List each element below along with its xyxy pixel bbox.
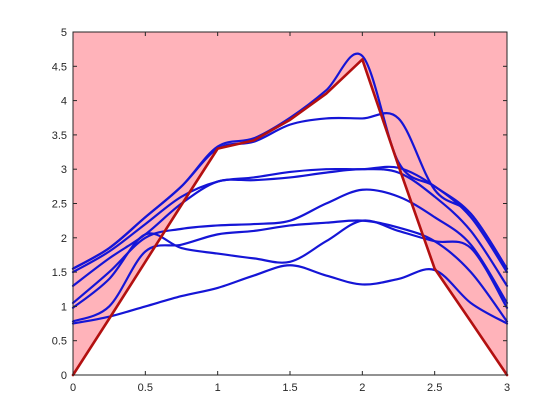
boundary-line bbox=[71, 58, 509, 377]
y-tick-label: 2.5 bbox=[52, 199, 67, 211]
y-tick-label: 1.5 bbox=[52, 267, 67, 279]
axes: 0 0.5 1 1.5 2 2.5 3 0 0.5 1 1.5 2 2.5 3 3.5 4 4.5 5 bbox=[52, 27, 510, 394]
x-tick-label: 1 bbox=[215, 382, 221, 394]
x-tick-label: 0.5 bbox=[138, 382, 153, 394]
x-tick-label: 2 bbox=[359, 382, 365, 394]
x-tick-label: 3 bbox=[504, 382, 510, 394]
y-tick-label: 3 bbox=[61, 164, 67, 176]
y-tick-label: 3.5 bbox=[52, 130, 67, 142]
y-tick-label: 0.5 bbox=[52, 336, 67, 348]
x-tick-label: 2.5 bbox=[427, 382, 442, 394]
y-tick-label: 0 bbox=[61, 370, 67, 382]
series-line-8 bbox=[71, 52, 509, 270]
plot-area bbox=[71, 32, 509, 377]
y-tick-label: 4.5 bbox=[52, 61, 67, 73]
y-tick-label: 2 bbox=[61, 233, 67, 245]
x-tick-label: 1.5 bbox=[282, 382, 297, 394]
y-tick-label: 1 bbox=[61, 301, 67, 313]
y-tick-label: 5 bbox=[61, 27, 67, 39]
x-tick-label: 0 bbox=[70, 382, 76, 394]
series-line-4 bbox=[71, 188, 509, 305]
series-line-5 bbox=[71, 167, 509, 287]
y-tick-label: 4 bbox=[61, 96, 67, 108]
